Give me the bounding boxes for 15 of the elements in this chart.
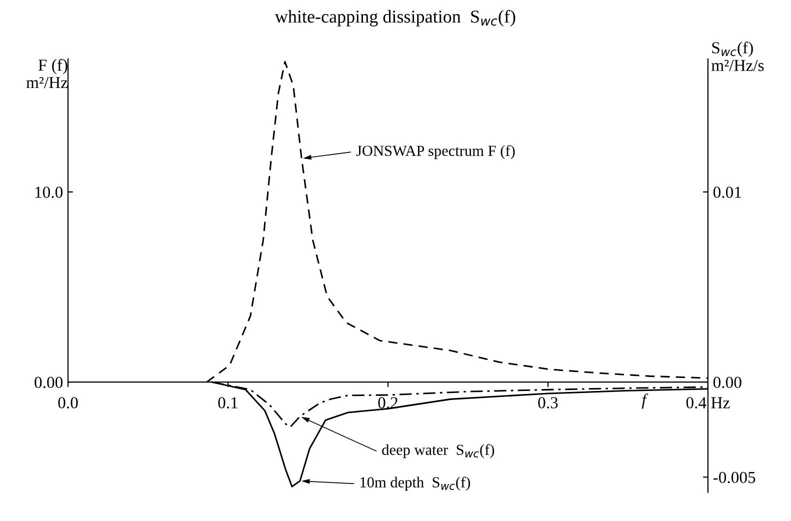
x-tick-label: 0.0 [58, 397, 78, 408]
y-tick-label: 10.0 [35, 186, 63, 198]
y2-axis-title: S$_{wc}$(f) m²/Hz/s [711, 42, 764, 72]
x-axis-title: f [642, 393, 648, 409]
x-tick-label: 0.4 Hz [686, 397, 730, 408]
x-tick-label: 0.3 [538, 397, 558, 408]
x-tick-label: 0.1 [218, 397, 238, 408]
chart-title: white-capping dissipation S$_{wc}$(f) [274, 10, 516, 26]
y2-tick-label: 0.01 [713, 186, 741, 198]
y-axis-title: F (f) m²/Hz [26, 58, 68, 88]
annotation: 10m depth S$_{wc}$(f) [360, 476, 470, 491]
y2-tick-label: -0.005 [713, 472, 756, 484]
y2-tick-label: 0.00 [713, 376, 742, 388]
annotation: JONSWAP spectrum F (f) [356, 145, 515, 160]
annotation: deep water S$_{wc}$(f) [382, 444, 494, 458]
